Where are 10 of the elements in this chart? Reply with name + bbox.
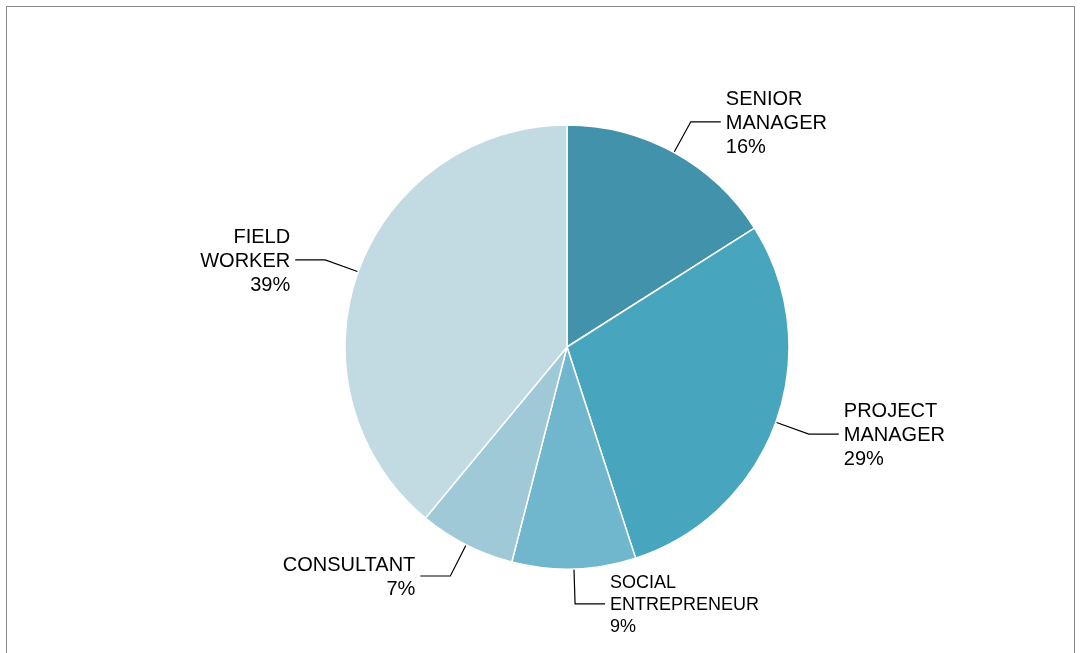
- data-label: 9%: [610, 615, 637, 636]
- data-label: 7%: [386, 576, 416, 599]
- slice-label: SENIOR MANAGER: [725, 86, 827, 133]
- slice-label: FIELD WORKER: [200, 224, 291, 271]
- data-label: 16%: [725, 134, 767, 157]
- slice-label: SOCIAL ENTREPRENEUR: [610, 571, 760, 614]
- data-label: 29%: [843, 447, 885, 470]
- data-label: 39%: [250, 272, 291, 295]
- slice-label: PROJECT MANAGER: [843, 399, 945, 446]
- slice-label: CONSULTANT: [282, 552, 416, 575]
